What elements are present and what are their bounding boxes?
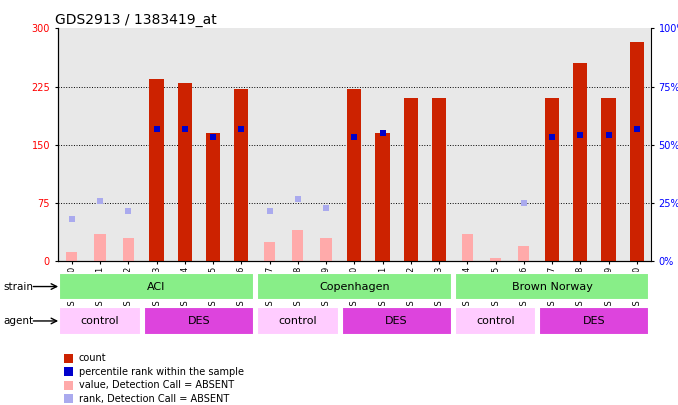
Bar (376, 133, 390, 261)
Bar (630, 42, 644, 261)
Bar (368, 28, 397, 261)
Bar (403, 98, 418, 261)
Bar (601, 98, 616, 261)
FancyBboxPatch shape (454, 273, 650, 300)
Text: DES: DES (385, 316, 408, 326)
Text: count: count (79, 354, 106, 363)
FancyBboxPatch shape (59, 307, 141, 335)
Bar (256, 28, 283, 261)
Bar (510, 28, 538, 261)
Bar (518, 246, 530, 261)
Bar (142, 28, 171, 261)
Bar (199, 28, 227, 261)
Bar (94, 234, 106, 261)
Bar (566, 28, 595, 261)
Text: agent: agent (3, 316, 33, 326)
Bar (490, 258, 501, 261)
Bar (264, 242, 275, 261)
Text: control: control (476, 316, 515, 326)
Text: ACI: ACI (147, 281, 165, 292)
Bar (58, 28, 86, 261)
Bar (425, 28, 453, 261)
Text: rank, Detection Call = ABSENT: rank, Detection Call = ABSENT (79, 394, 229, 403)
Text: control: control (279, 316, 317, 326)
FancyBboxPatch shape (539, 307, 650, 335)
Bar (622, 28, 651, 261)
Text: Copenhagen: Copenhagen (319, 281, 390, 292)
Bar (178, 83, 192, 261)
FancyBboxPatch shape (59, 273, 254, 300)
Text: GDS2913 / 1383419_at: GDS2913 / 1383419_at (55, 13, 216, 27)
Bar (481, 28, 510, 261)
FancyBboxPatch shape (144, 307, 254, 335)
Bar (462, 234, 473, 261)
Bar (292, 230, 304, 261)
Bar (171, 28, 199, 261)
Text: value, Detection Call = ABSENT: value, Detection Call = ABSENT (79, 380, 234, 390)
Bar (545, 98, 559, 261)
Bar (206, 133, 220, 261)
Bar (234, 89, 248, 261)
Bar (453, 28, 481, 261)
Bar (66, 252, 77, 261)
Text: DES: DES (583, 316, 605, 326)
Bar (114, 28, 142, 261)
Bar (347, 89, 361, 261)
Bar (149, 79, 163, 261)
Bar (86, 28, 114, 261)
FancyBboxPatch shape (454, 307, 536, 335)
Text: control: control (81, 316, 119, 326)
FancyBboxPatch shape (342, 307, 452, 335)
Bar (573, 63, 587, 261)
Bar (123, 238, 134, 261)
Bar (321, 238, 332, 261)
Bar (340, 28, 368, 261)
FancyBboxPatch shape (257, 273, 452, 300)
Bar (283, 28, 312, 261)
Text: DES: DES (188, 316, 210, 326)
Bar (538, 28, 566, 261)
FancyBboxPatch shape (257, 307, 339, 335)
Bar (397, 28, 425, 261)
Bar (312, 28, 340, 261)
Text: Brown Norway: Brown Norway (512, 281, 593, 292)
Text: percentile rank within the sample: percentile rank within the sample (79, 367, 243, 377)
Bar (595, 28, 622, 261)
Bar (227, 28, 256, 261)
Bar (432, 98, 446, 261)
Text: strain: strain (3, 281, 33, 292)
